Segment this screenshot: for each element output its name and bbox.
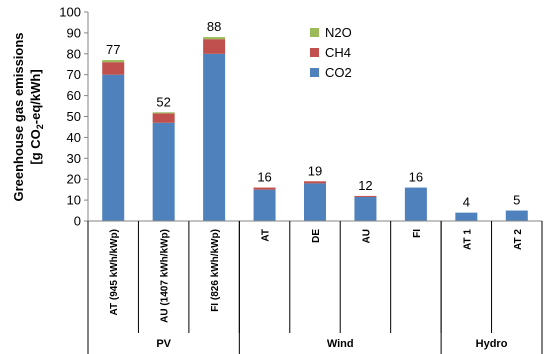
bar-co2-5 [354, 196, 377, 221]
y-axis-label: Greenhouse gas emissions [g CO2-eq/kWh] [11, 32, 45, 201]
legend-swatch-ch4 [310, 48, 319, 57]
y-tick-label-10: 10 [67, 193, 81, 208]
bar-co2-4 [304, 183, 326, 221]
legend-label-n2o: N2O [325, 25, 352, 40]
bar-co2-8 [505, 210, 528, 221]
category-label-6: FI [412, 229, 423, 238]
y-tick-label-30: 30 [67, 151, 81, 166]
data-label-8: 5 [513, 193, 520, 208]
bar-n2o-1 [152, 112, 175, 114]
data-label-7: 4 [463, 195, 470, 210]
y-tick-label-40: 40 [67, 130, 81, 145]
bar-co2-1 [152, 122, 175, 221]
bar-co2-0 [102, 74, 125, 221]
legend-label-co2: CO2 [325, 65, 352, 80]
bar-co2-2 [203, 53, 226, 221]
y-tick-label-70: 70 [67, 67, 81, 82]
category-label-7: AT 1 [462, 229, 473, 250]
bar-co2-3 [253, 189, 276, 221]
category-label-0: AT (945 kWh/kWp) [109, 229, 120, 315]
y-tick-label-50: 50 [67, 109, 81, 124]
data-label-0: 77 [106, 42, 120, 57]
y-axis-label-line1: Greenhouse gas emissions [11, 32, 26, 201]
axes: 0 10 20 30 40 50 60 70 80 90 100 AT (945 kWh/kWp) AU… [59, 5, 543, 354]
legend-swatch-co2 [310, 68, 319, 77]
bar-n2o-2 [203, 37, 226, 40]
y-tick-label-0: 0 [74, 214, 81, 229]
y-tick-label-80: 80 [67, 46, 81, 61]
y-tick-label-20: 20 [67, 172, 81, 187]
bar-co2-7 [455, 212, 478, 221]
bar-ch4-1 [152, 113, 175, 123]
bars: 77 52 88 16 19 12 16 4 5 [102, 19, 528, 221]
group-label-1: Wind [327, 338, 354, 350]
bar-ch4-0 [102, 62, 125, 75]
bar-n2o-0 [102, 60, 125, 63]
category-label-3: AT [261, 229, 272, 242]
category-label-5: AU [361, 229, 372, 243]
group-label-0: PV [156, 338, 171, 350]
legend: N2O CH4 CO2 [310, 25, 352, 80]
bar-ch4-2 [203, 39, 226, 54]
bar-ch4-5 [354, 195, 377, 197]
y-tick-label-90: 90 [67, 25, 81, 40]
data-label-1: 52 [156, 94, 170, 109]
category-label-4: DE [311, 229, 322, 243]
data-label-2: 88 [207, 19, 221, 34]
bar-co2-6 [404, 187, 427, 221]
category-label-8: AT 2 [513, 229, 524, 250]
data-label-3: 16 [257, 170, 271, 185]
category-label-1: AU (1407 kWh/kWp) [160, 229, 171, 323]
legend-swatch-n2o [310, 28, 319, 37]
data-label-5: 12 [358, 178, 372, 193]
group-label-2: Hydro [476, 338, 508, 350]
category-label-2: FI (826 kWh/kWp) [210, 229, 221, 312]
data-label-4: 19 [308, 163, 322, 178]
y-tick-label-100: 100 [59, 5, 81, 20]
legend-label-ch4: CH4 [325, 45, 351, 60]
y-axis-label-line2: [g CO2-eq/kWh] [28, 69, 45, 164]
data-label-6: 16 [409, 170, 423, 185]
bar-ch4-3 [253, 187, 276, 190]
y-tick-label-60: 60 [67, 88, 81, 103]
bar-ch4-4 [304, 181, 326, 184]
